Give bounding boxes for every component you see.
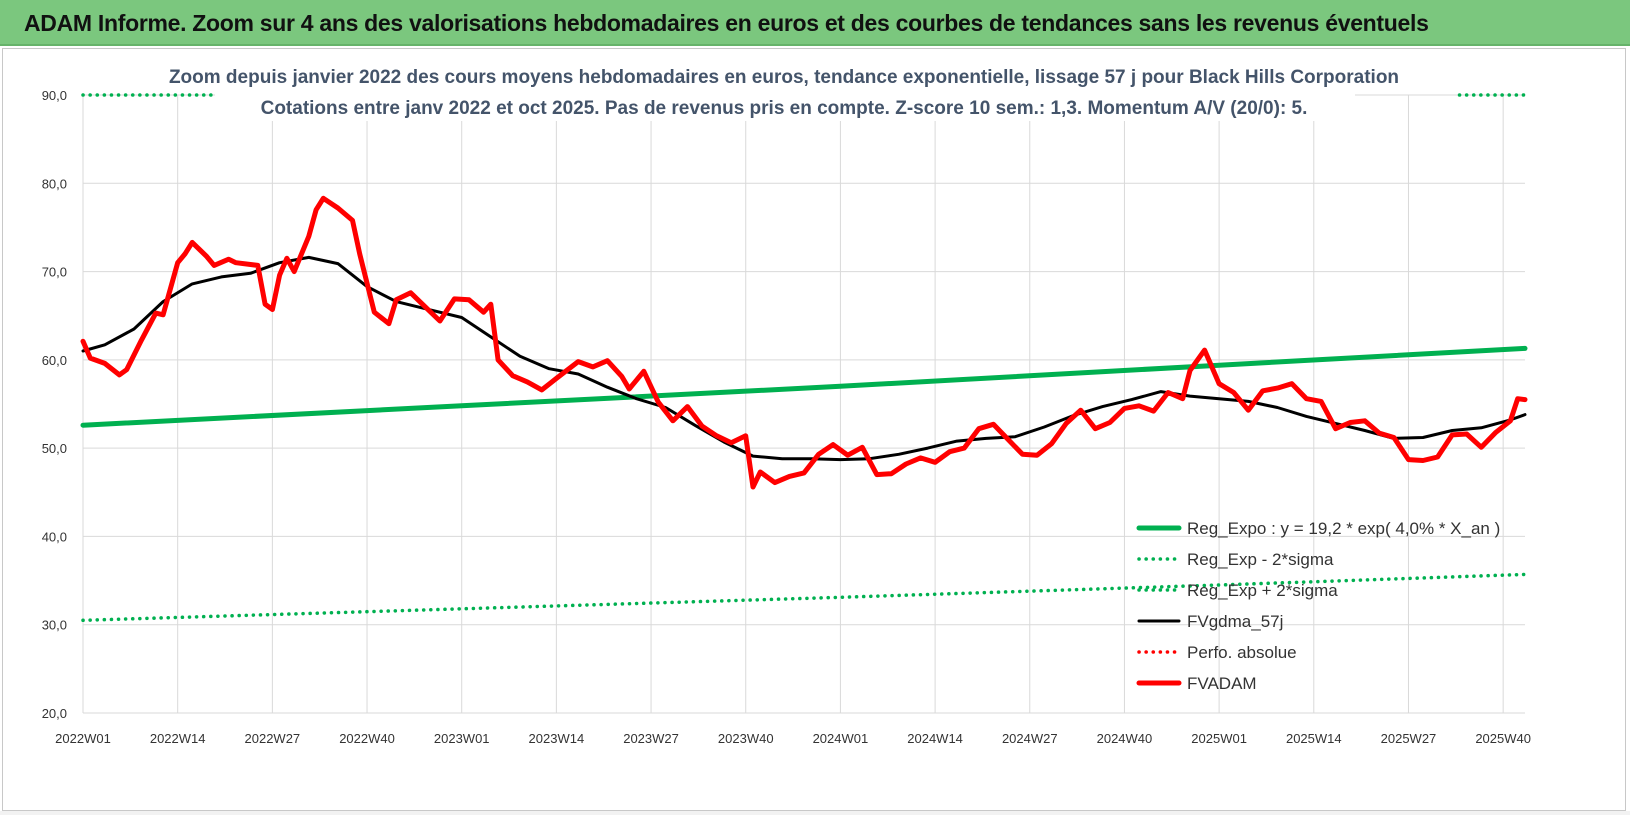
x-tick-label: 2024W01 xyxy=(813,731,869,746)
y-tick-label: 20,0 xyxy=(42,706,67,721)
x-tick-label: 2025W01 xyxy=(1191,731,1247,746)
x-tick-label: 2023W01 xyxy=(434,731,490,746)
legend-label: FVgdma_57j xyxy=(1187,612,1283,631)
axis-ticks: 20,0 30,0 40,0 50,0 60,0 70,0 80,0 90,0 2022W01 2… xyxy=(42,88,1531,746)
line-chart: 20,0 30,0 40,0 50,0 60,0 70,0 80,0 90,0 2022W01 2… xyxy=(42,61,1531,746)
chart-subtitle: Cotations entre janv 2022 et oct 2025. P… xyxy=(261,98,1308,119)
x-tick-label: 2024W40 xyxy=(1097,731,1153,746)
series-fvgdma-line xyxy=(81,255,1527,462)
x-tick-label: 2022W27 xyxy=(245,731,301,746)
series-fvadam-line xyxy=(80,195,1528,490)
legend-label: Reg_Expo : y = 19,2 * exp( 4,0% * X_an ) xyxy=(1187,519,1500,538)
gridlines xyxy=(82,94,1525,714)
series-reg-expo-line xyxy=(80,345,1528,428)
chart-title: Zoom depuis janvier 2022 des cours moyen… xyxy=(169,67,1399,88)
chart-title-background xyxy=(215,61,1355,121)
x-tick-label: 2023W40 xyxy=(718,731,774,746)
y-tick-label: 70,0 xyxy=(42,265,67,280)
y-tick-label: 90,0 xyxy=(42,88,67,103)
bottom-strip xyxy=(0,811,1630,815)
x-tick-label: 2025W14 xyxy=(1286,731,1342,746)
legend-label: Reg_Exp + 2*sigma xyxy=(1187,581,1338,600)
y-tick-label: 60,0 xyxy=(42,353,67,368)
x-tick-label: 2023W14 xyxy=(529,731,585,746)
legend: Reg_Expo : y = 19,2 * exp( 4,0% * X_an )… xyxy=(1136,519,1500,693)
legend-label: FVADAM xyxy=(1187,674,1257,693)
x-tick-label: 2022W40 xyxy=(339,731,395,746)
x-tick-label: 2023W27 xyxy=(623,731,679,746)
report-header: ADAM Informe. Zoom sur 4 ans des valoris… xyxy=(0,0,1630,46)
x-tick-label: 2022W14 xyxy=(150,731,206,746)
x-tick-label: 2024W14 xyxy=(907,731,963,746)
x-tick-label: 2022W01 xyxy=(55,731,111,746)
series-lines xyxy=(80,93,1528,623)
y-tick-label: 40,0 xyxy=(42,529,67,544)
y-tick-label: 30,0 xyxy=(42,618,67,633)
legend-label: Perfo. absolue xyxy=(1187,643,1297,662)
legend-label: Reg_Exp - 2*sigma xyxy=(1187,550,1334,569)
y-tick-label: 50,0 xyxy=(42,441,67,456)
x-tick-label: 2025W40 xyxy=(1475,731,1531,746)
report-title: ADAM Informe. Zoom sur 4 ans des valoris… xyxy=(24,10,1429,36)
chart-area: 20,0 30,0 40,0 50,0 60,0 70,0 80,0 90,0 2022W01 2… xyxy=(2,48,1626,811)
x-tick-label: 2025W27 xyxy=(1381,731,1437,746)
x-tick-label: 2024W27 xyxy=(1002,731,1058,746)
y-tick-label: 80,0 xyxy=(42,176,67,191)
